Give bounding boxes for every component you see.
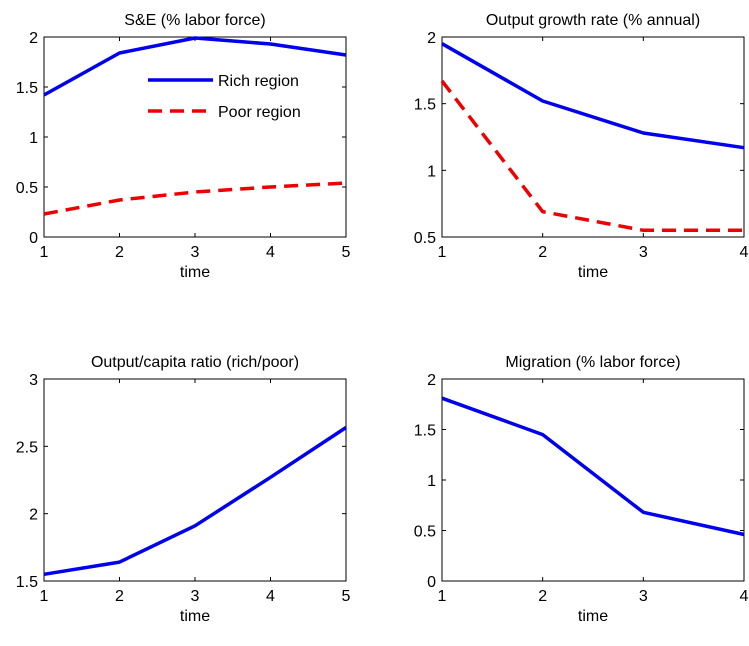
y-tick-label: 2.5	[16, 439, 38, 456]
x-tick-label: 1	[40, 588, 49, 605]
x-tick-label: 3	[191, 244, 200, 261]
x-tick-label: 3	[639, 588, 648, 605]
x-axis-label: time	[180, 608, 210, 625]
series-line-2	[440, 79, 744, 233]
x-tick-label: 5	[342, 244, 351, 261]
chart-title: S&E (% labor force)	[124, 12, 265, 29]
y-tick-label: 0	[427, 574, 436, 591]
y-tick-label: 1.5	[16, 80, 38, 97]
x-tick-label: 1	[438, 244, 447, 261]
y-tick-label: 0.5	[414, 230, 436, 247]
x-tick-label: 2	[115, 588, 124, 605]
y-tick-label: 2	[427, 30, 436, 47]
x-tick-label: 1	[40, 244, 49, 261]
y-tick-label: 1	[29, 130, 38, 147]
x-axis-label: time	[180, 264, 210, 281]
y-tick-label: 1	[427, 163, 436, 180]
x-axis-label: time	[578, 608, 608, 625]
legend-label: Rich region	[218, 73, 299, 90]
x-tick-label: 4	[266, 588, 275, 605]
x-tick-label: 4	[266, 244, 275, 261]
y-tick-label: 0	[29, 230, 38, 247]
x-tick-label: 5	[342, 588, 351, 605]
chart-title: Output growth rate (% annual)	[486, 12, 700, 29]
x-tick-label: 2	[538, 588, 547, 605]
chart-title: Output/capita ratio (rich/poor)	[91, 354, 299, 371]
x-tick-label: 4	[740, 244, 749, 261]
y-tick-label: 2	[29, 507, 38, 524]
x-tick-label: 3	[191, 588, 200, 605]
y-tick-label: 2	[427, 372, 436, 389]
series-line-2	[43, 181, 347, 216]
legend-label: Poor region	[218, 104, 301, 121]
x-tick-label: 2	[115, 244, 124, 261]
plot-area	[441, 378, 745, 582]
chart-panel-1: 1 2 3 4 5 0 0.5 1 1.5 2 S&E (% labor force) time Ric…	[16, 12, 351, 281]
y-tick-label: 1.5	[414, 97, 436, 114]
y-tick-label: 0.5	[16, 180, 38, 197]
x-tick-label: 2	[538, 244, 547, 261]
x-tick-label: 4	[740, 588, 749, 605]
y-tick-label: 0.5	[414, 524, 436, 541]
chart-title: Migration (% labor force)	[505, 354, 680, 371]
y-tick-label: 3	[29, 372, 38, 389]
y-tick-label: 1.5	[16, 574, 38, 591]
y-tick-label: 1	[427, 473, 436, 490]
y-tick-label: 2	[29, 30, 38, 47]
plot-area	[43, 378, 347, 582]
series-line-1	[441, 42, 745, 150]
series-line-1	[441, 396, 745, 537]
x-tick-label: 3	[639, 244, 648, 261]
y-tick-label: 1.5	[414, 423, 436, 440]
series-line-1	[43, 36, 347, 97]
chart-panel-3: 1 2 3 4 5 1.5 2 2.5 3 Output/capita ratio (rich/p…	[16, 354, 351, 625]
series-line-1	[43, 426, 347, 577]
chart-panel-4: 1 2 3 4 0 0.5 1 1.5 2 Migration (% labor force) ti…	[414, 354, 749, 625]
x-axis-label: time	[578, 264, 608, 281]
x-tick-label: 1	[438, 588, 447, 605]
